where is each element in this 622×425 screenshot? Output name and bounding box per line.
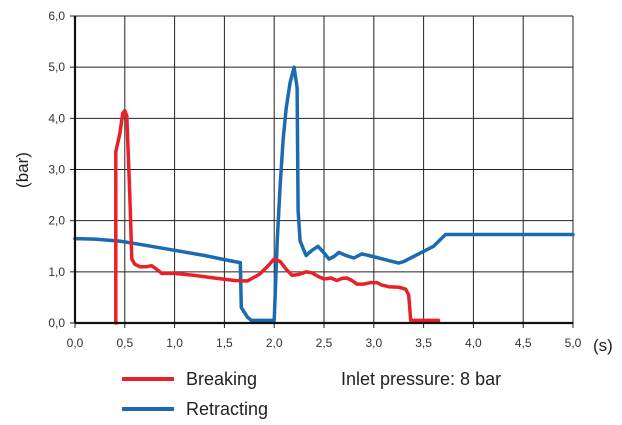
- x-tick-label: 4,0: [465, 336, 482, 350]
- y-tick-label: 3,0: [48, 163, 65, 177]
- y-tick-label: 4,0: [48, 111, 65, 125]
- x-tick-label: 1,0: [166, 336, 183, 350]
- y-tick-label: 0,0: [48, 316, 65, 330]
- axes: [70, 15, 574, 328]
- x-tick-label: 5,0: [565, 336, 582, 350]
- x-tick-label: 2,5: [316, 336, 333, 350]
- y-tick-label: 1,0: [48, 265, 65, 279]
- x-tick-label: 2,0: [266, 336, 283, 350]
- x-tick-label: 0,5: [116, 336, 133, 350]
- x-axis-label: (s): [593, 336, 613, 355]
- series-lines: [73, 65, 575, 325]
- grid: [75, 15, 574, 323]
- legend-label-breaking: Breaking: [186, 369, 257, 389]
- y-tick-label: 6,0: [48, 9, 65, 23]
- tick-labels: 0,0 0,5 1,0 1,5 2,0 2,5 3,0 3,5 4,0 4,5 5,0 0,0 1,0 2…: [48, 9, 581, 350]
- inlet-pressure-annotation: Inlet pressure: 8 bar: [341, 369, 501, 389]
- x-tick-label: 1,5: [216, 336, 233, 350]
- y-axis-label: (bar): [13, 152, 32, 188]
- legend-label-retracting: Retracting: [186, 399, 268, 419]
- x-tick-label: 3,0: [365, 336, 382, 350]
- y-tick-label: 5,0: [48, 60, 65, 74]
- series-line-retracting: [73, 65, 575, 323]
- x-tick-label: 3,5: [415, 336, 432, 350]
- series-line-breaking: [114, 108, 441, 325]
- y-tick-label: 2,0: [48, 214, 65, 228]
- x-tick-label: 0,0: [67, 336, 84, 350]
- legend: Breaking Retracting: [122, 369, 268, 419]
- x-tick-label: 4,5: [515, 336, 532, 350]
